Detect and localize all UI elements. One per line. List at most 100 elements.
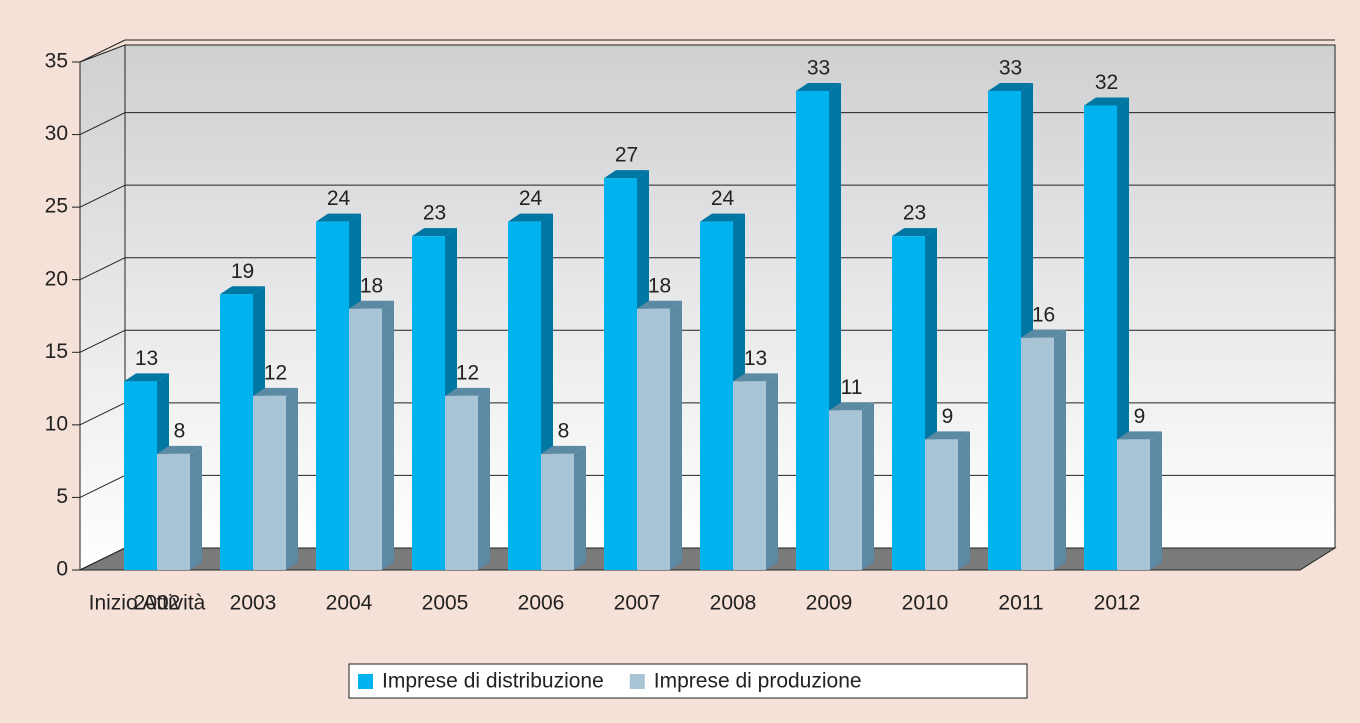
bar-top <box>157 445 202 454</box>
bar <box>1117 439 1150 570</box>
bar-top <box>1117 431 1162 440</box>
bar-side <box>190 445 202 570</box>
legend-swatch <box>629 674 645 689</box>
bar-side <box>574 445 586 570</box>
data-label: 13 <box>135 347 158 370</box>
x-tick-label: 2006 <box>518 592 565 615</box>
bar <box>445 395 478 570</box>
data-label: 8 <box>558 419 570 442</box>
bar-side <box>958 431 970 570</box>
bar-side <box>478 387 490 570</box>
bar-top <box>1084 97 1129 106</box>
bar <box>700 221 733 570</box>
x-tick-label: 2004 <box>326 592 373 615</box>
bar <box>253 395 286 570</box>
data-label: 32 <box>1095 71 1118 94</box>
x-tick-label: 2003 <box>230 592 277 615</box>
bar-side <box>670 300 682 570</box>
legend-swatch <box>358 674 373 689</box>
x-tick-label: 2010 <box>902 592 949 615</box>
bar-top <box>124 373 169 382</box>
bar-top <box>316 213 361 222</box>
bar <box>1084 105 1117 571</box>
data-label: 11 <box>841 376 863 399</box>
bar-top <box>637 300 682 309</box>
bar <box>349 308 382 570</box>
bar <box>1021 337 1054 570</box>
bar-top <box>796 83 841 92</box>
bar-top <box>829 402 874 411</box>
bar <box>925 439 958 570</box>
bar-side <box>862 402 874 570</box>
legend-box <box>348 663 1028 699</box>
bar <box>508 221 541 570</box>
data-label: 12 <box>456 361 479 384</box>
data-label: 23 <box>423 202 446 225</box>
bar-top <box>700 213 745 222</box>
data-label: 27 <box>615 144 638 167</box>
x-tick-label: 2012 <box>1094 592 1141 615</box>
bar-side <box>382 300 394 570</box>
data-label: 33 <box>999 57 1022 80</box>
bar-top <box>412 228 457 237</box>
bar-top <box>349 300 394 309</box>
x-tick-label: 2002 <box>134 592 181 615</box>
data-label: 12 <box>264 361 287 384</box>
bar-top <box>541 445 586 454</box>
y-tick-label: 15 <box>45 340 68 363</box>
bar-side <box>1150 431 1162 570</box>
x-tick-label: 2007 <box>614 592 661 615</box>
data-label: 8 <box>174 419 186 442</box>
y-tick-label: 20 <box>45 267 68 290</box>
y-tick-label: 25 <box>45 195 68 218</box>
grid-line <box>79 402 126 426</box>
bar-side <box>766 373 778 570</box>
data-label: 24 <box>327 187 351 210</box>
data-label: 18 <box>360 274 383 297</box>
bar <box>988 91 1021 571</box>
bar-top <box>1021 329 1066 338</box>
data-label: 24 <box>519 187 543 210</box>
bar-side <box>1054 329 1066 570</box>
data-label: 23 <box>903 202 926 225</box>
bar <box>733 381 766 570</box>
grid-line <box>79 39 126 63</box>
bar <box>796 91 829 571</box>
bar-top <box>508 213 553 222</box>
bar <box>157 453 190 570</box>
grid-line <box>79 112 126 136</box>
y-tick-label: 0 <box>56 558 68 581</box>
data-label: 19 <box>231 260 254 283</box>
bar <box>316 221 349 570</box>
data-label: 13 <box>744 347 767 370</box>
bar <box>220 294 253 570</box>
grid-line <box>79 257 126 281</box>
data-label: 9 <box>942 405 954 428</box>
grid-line <box>79 329 126 353</box>
bar-top <box>445 387 490 396</box>
y-tick-label: 10 <box>45 412 68 435</box>
bar <box>637 308 670 570</box>
legend-label: Imprese di produzione <box>654 670 862 693</box>
bar-top <box>988 83 1033 92</box>
data-label: 24 <box>711 187 735 210</box>
bar <box>829 410 862 570</box>
x-tick-label: 2009 <box>806 592 853 615</box>
data-label: 18 <box>648 274 671 297</box>
bar-top <box>220 286 265 295</box>
bar <box>541 453 574 570</box>
data-label: 33 <box>807 57 830 80</box>
bar-side <box>286 387 298 570</box>
x-tick-label: 2011 <box>998 592 1043 615</box>
bar-top <box>604 170 649 179</box>
y-tick-label: 5 <box>56 485 68 508</box>
x-tick-label: 2005 <box>422 592 469 615</box>
bar-top <box>925 431 970 440</box>
y-tick-label: 30 <box>45 122 68 145</box>
data-label: 9 <box>1134 405 1146 428</box>
x-tick-label: 2008 <box>710 592 757 615</box>
grid-line <box>79 474 126 498</box>
grid-line <box>79 184 126 208</box>
bar <box>892 236 925 570</box>
bar <box>604 178 637 570</box>
